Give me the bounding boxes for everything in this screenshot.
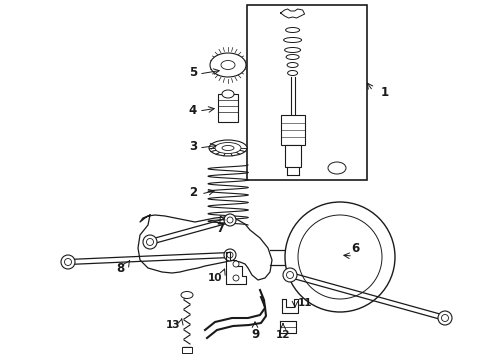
- Circle shape: [224, 249, 236, 261]
- Bar: [218, 94, 238, 122]
- Circle shape: [147, 238, 153, 246]
- Text: 1: 1: [381, 86, 389, 99]
- Circle shape: [287, 271, 294, 279]
- Ellipse shape: [221, 60, 235, 69]
- Ellipse shape: [287, 63, 298, 68]
- Ellipse shape: [209, 140, 247, 156]
- Ellipse shape: [181, 292, 193, 298]
- Ellipse shape: [286, 54, 299, 59]
- Circle shape: [233, 261, 239, 267]
- Ellipse shape: [288, 71, 297, 76]
- Circle shape: [441, 315, 448, 321]
- Ellipse shape: [215, 143, 241, 153]
- Ellipse shape: [286, 27, 299, 32]
- Circle shape: [224, 214, 236, 226]
- Ellipse shape: [285, 48, 300, 53]
- Text: 4: 4: [189, 104, 197, 117]
- Ellipse shape: [328, 162, 346, 174]
- Circle shape: [233, 275, 239, 281]
- Ellipse shape: [222, 90, 234, 98]
- Circle shape: [227, 217, 233, 223]
- Text: 10: 10: [208, 273, 222, 283]
- Bar: [281, 115, 305, 145]
- Circle shape: [438, 311, 452, 325]
- Circle shape: [65, 258, 72, 266]
- Ellipse shape: [284, 37, 302, 42]
- Text: 12: 12: [276, 330, 290, 340]
- Text: 3: 3: [189, 140, 197, 153]
- Text: 13: 13: [166, 320, 180, 330]
- Text: 8: 8: [116, 261, 124, 274]
- Text: 11: 11: [298, 298, 312, 308]
- Text: 5: 5: [189, 66, 197, 78]
- Circle shape: [143, 235, 157, 249]
- Circle shape: [298, 215, 382, 299]
- Text: 9: 9: [251, 328, 259, 342]
- Text: 2: 2: [189, 186, 197, 199]
- Circle shape: [283, 268, 297, 282]
- Ellipse shape: [222, 145, 234, 150]
- Text: 6: 6: [351, 242, 359, 255]
- Ellipse shape: [210, 53, 246, 77]
- Bar: [182, 347, 192, 353]
- Bar: [247, 5, 367, 180]
- Bar: [285, 145, 300, 167]
- Circle shape: [61, 255, 75, 269]
- Text: 7: 7: [216, 221, 224, 234]
- Circle shape: [227, 252, 233, 258]
- Circle shape: [285, 202, 395, 312]
